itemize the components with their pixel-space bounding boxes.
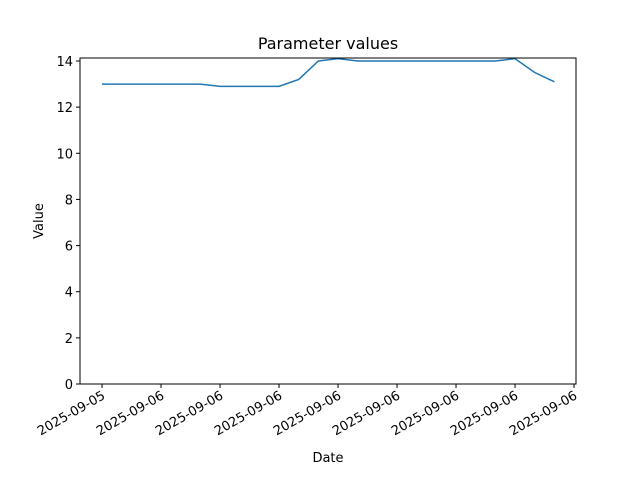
chart-title: Parameter values [258, 34, 398, 53]
y-tick-label: 4 [65, 286, 73, 301]
y-tick-label: 8 [65, 193, 73, 208]
y-axis-label: Value [32, 203, 47, 239]
line [102, 57, 555, 88]
plot-frame [79, 57, 577, 385]
y-tick-label: 14 [56, 55, 73, 70]
x-axis-label: Date [312, 451, 343, 466]
y-tick-label: 0 [65, 378, 73, 393]
y-tick-label: 6 [65, 240, 73, 255]
y-tick-label: 10 [56, 147, 73, 162]
y-tick-label: 12 [56, 101, 73, 116]
y-tick-label: 2 [65, 332, 73, 347]
